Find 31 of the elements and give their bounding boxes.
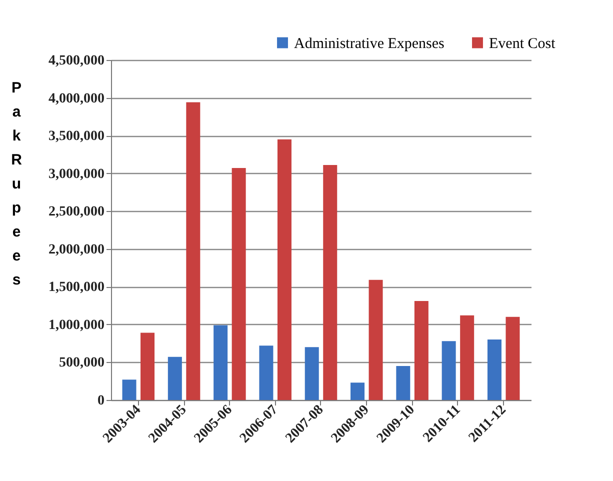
bar (350, 382, 365, 400)
y-tick-label: 1,500,000 (48, 280, 104, 296)
bar (140, 332, 155, 400)
bar (506, 316, 520, 400)
y-tick-label: 3,500,000 (48, 129, 104, 144)
legend-label: Administrative Expenses (294, 36, 445, 52)
bar (214, 325, 228, 400)
text: Pak Rupees (11, 80, 22, 288)
y-tick-label: 3,000,000 (48, 166, 104, 182)
bar (460, 315, 474, 400)
y-tick-label: 500,000 (59, 356, 104, 371)
y-tick-label: 1,000,000 (48, 318, 104, 333)
bar (396, 366, 410, 400)
y-tick-label: 0 (98, 394, 104, 408)
bar (368, 280, 383, 400)
y-tick-label: 2,000,000 (48, 242, 104, 258)
bar (232, 168, 246, 400)
y-tick-label: 2,500,000 (48, 204, 104, 220)
bar (414, 301, 428, 400)
bar (168, 356, 182, 400)
bar (186, 102, 200, 400)
bar (442, 341, 456, 400)
y-tick-label: 4,500,000 (48, 54, 104, 68)
bar (304, 347, 319, 400)
bar (122, 380, 136, 400)
bar (277, 139, 292, 400)
bar (487, 340, 502, 400)
bar (259, 346, 274, 400)
legend-label: Event Cost (489, 36, 556, 52)
y-tick-label: 4,000,000 (48, 91, 104, 106)
bar (323, 165, 338, 400)
